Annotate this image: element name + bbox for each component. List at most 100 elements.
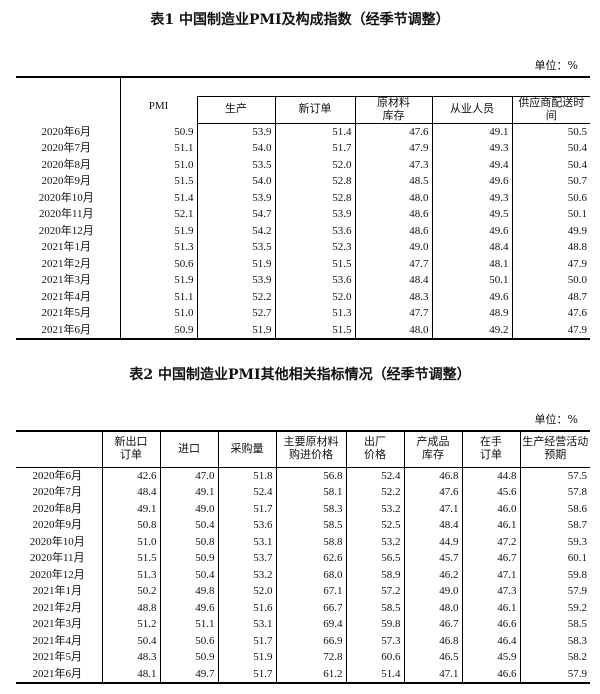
value-cell: 59.3 (519, 533, 590, 550)
value-cell: 50.4 (511, 140, 590, 157)
value-cell: 51.5 (274, 321, 355, 339)
value-cell: 51.5 (274, 255, 355, 272)
value-cell: 51.9 (119, 272, 197, 289)
value-cell: 53.7 (217, 550, 276, 567)
value-cell: 56.5 (345, 550, 404, 567)
value-cell: 54.2 (196, 222, 275, 239)
value-cell: 50.9 (119, 321, 197, 339)
row-label: 2020年7月 (32, 486, 83, 499)
value-cell: 69.4 (275, 616, 346, 633)
row-label: 2020年6月 (41, 125, 92, 138)
value-cell: 52.1 (119, 206, 197, 223)
value-cell: 49.1 (101, 500, 160, 517)
value-cell: 57.5 (519, 467, 590, 484)
row-label: 2020年9月 (32, 519, 83, 532)
value-cell: 51.9 (196, 321, 275, 339)
value-cell: 49.3 (431, 140, 512, 157)
table-row: 2020年9月 51.5 54.0 52.8 48.5 49.6 50.7 (16, 173, 590, 190)
value-cell: 51.6 (217, 599, 276, 616)
value-cell: 48.0 (354, 321, 432, 339)
value-cell: 53.2 (217, 566, 276, 583)
value-cell: 58.3 (519, 632, 590, 649)
table-row: 2020年6月 42.6 47.0 51.8 56.8 52.4 46.8 44.8 57.5 (16, 467, 590, 484)
value-cell: 46.8 (403, 632, 462, 649)
column-header: 在手 订单 (461, 431, 520, 468)
row-label: 2021年3月 (41, 274, 92, 287)
value-cell: 51.8 (217, 467, 276, 484)
value-cell: 53.5 (196, 156, 275, 173)
value-cell: 51.2 (101, 616, 160, 633)
value-cell: 51.7 (217, 500, 276, 517)
table-row: 2021年5月 51.0 52.7 51.3 47.7 48.9 47.6 (16, 305, 590, 322)
row-label: 2021年4月 (32, 634, 83, 647)
value-cell: 50.4 (101, 632, 160, 649)
value-cell: 51.9 (217, 649, 276, 666)
value-cell: 51.3 (119, 239, 197, 256)
value-cell: 53.9 (196, 272, 275, 289)
value-cell: 46.7 (403, 616, 462, 633)
value-cell: 53.6 (217, 517, 276, 534)
table-row: 2021年6月 50.9 51.9 51.5 48.0 49.2 47.9 (16, 321, 590, 339)
table-row: 2021年2月 48.8 49.6 51.6 66.7 58.5 48.0 46.1 59.2 (16, 599, 590, 616)
value-cell: 49.3 (431, 189, 512, 206)
value-cell: 47.1 (403, 500, 462, 517)
table-row: 2020年8月 51.0 53.5 52.0 47.3 49.4 50.4 (16, 156, 590, 173)
value-cell: 51.0 (119, 156, 197, 173)
value-cell: 67.1 (275, 583, 346, 600)
value-cell: 50.9 (159, 649, 218, 666)
value-cell: 58.8 (275, 533, 346, 550)
value-cell: 60.1 (519, 550, 590, 567)
column-header: 供应商配送时 间 (511, 95, 590, 124)
value-cell: 48.4 (101, 484, 160, 501)
value-cell: 51.0 (119, 305, 197, 322)
value-cell: 46.8 (403, 467, 462, 484)
column-header: 出厂 价格 (345, 431, 404, 468)
value-cell: 49.1 (431, 123, 512, 140)
value-cell: 51.1 (119, 140, 197, 157)
table-row: 2020年7月 51.1 54.0 51.7 47.9 49.3 50.4 (16, 140, 590, 157)
value-cell: 48.0 (403, 599, 462, 616)
column-header: 原材料 库存 (354, 95, 432, 124)
table-row: 2020年12月 51.9 54.2 53.6 48.6 49.6 49.9 (16, 222, 590, 239)
row-label: 2021年3月 (32, 618, 83, 631)
value-cell: 58.5 (519, 616, 590, 633)
table-row: 2020年12月 51.3 50.4 53.2 68.0 58.9 46.2 47.1 59.8 (16, 566, 590, 583)
column-header: 新出口 订单 (101, 431, 160, 468)
value-cell: 48.1 (101, 665, 160, 683)
value-cell: 48.9 (431, 305, 512, 322)
value-cell: 54.7 (196, 206, 275, 223)
value-cell: 58.6 (519, 500, 590, 517)
value-cell: 50.0 (511, 272, 590, 289)
value-cell: 50.6 (159, 632, 218, 649)
value-cell: 48.3 (101, 649, 160, 666)
value-cell: 48.4 (354, 272, 432, 289)
table2-unit: 单位：% (534, 413, 578, 426)
value-cell: 44.8 (461, 467, 520, 484)
value-cell: 53.6 (274, 272, 355, 289)
value-cell: 52.0 (274, 156, 355, 173)
row-label: 2020年10月 (29, 535, 85, 548)
value-cell: 52.8 (274, 189, 355, 206)
value-cell: 58.2 (519, 649, 590, 666)
column-header: 从业人员 (431, 95, 512, 124)
value-cell: 52.2 (196, 288, 275, 305)
value-cell: 51.1 (159, 616, 218, 633)
value-cell: 51.7 (274, 140, 355, 157)
value-cell: 49.2 (431, 321, 512, 339)
value-cell: 68.0 (275, 566, 346, 583)
row-label: 2021年1月 (32, 585, 83, 598)
row-label: 2020年12月 (29, 568, 85, 581)
value-cell: 51.1 (119, 288, 197, 305)
value-cell: 45.7 (403, 550, 462, 567)
value-cell: 46.6 (461, 665, 520, 683)
value-cell: 47.7 (354, 305, 432, 322)
table1: PMI 生产 新订单 原材料 库存 从业人员 供应商配送时 间 2020年6月 50.9 5… (16, 76, 590, 340)
value-cell: 51.0 (101, 533, 160, 550)
value-cell: 60.6 (345, 649, 404, 666)
value-cell: 47.6 (403, 484, 462, 501)
column-header: 产成品 库存 (403, 431, 462, 468)
value-cell: 49.7 (159, 665, 218, 683)
value-cell: 57.9 (519, 583, 590, 600)
value-cell: 58.9 (345, 566, 404, 583)
value-cell: 51.4 (119, 189, 197, 206)
